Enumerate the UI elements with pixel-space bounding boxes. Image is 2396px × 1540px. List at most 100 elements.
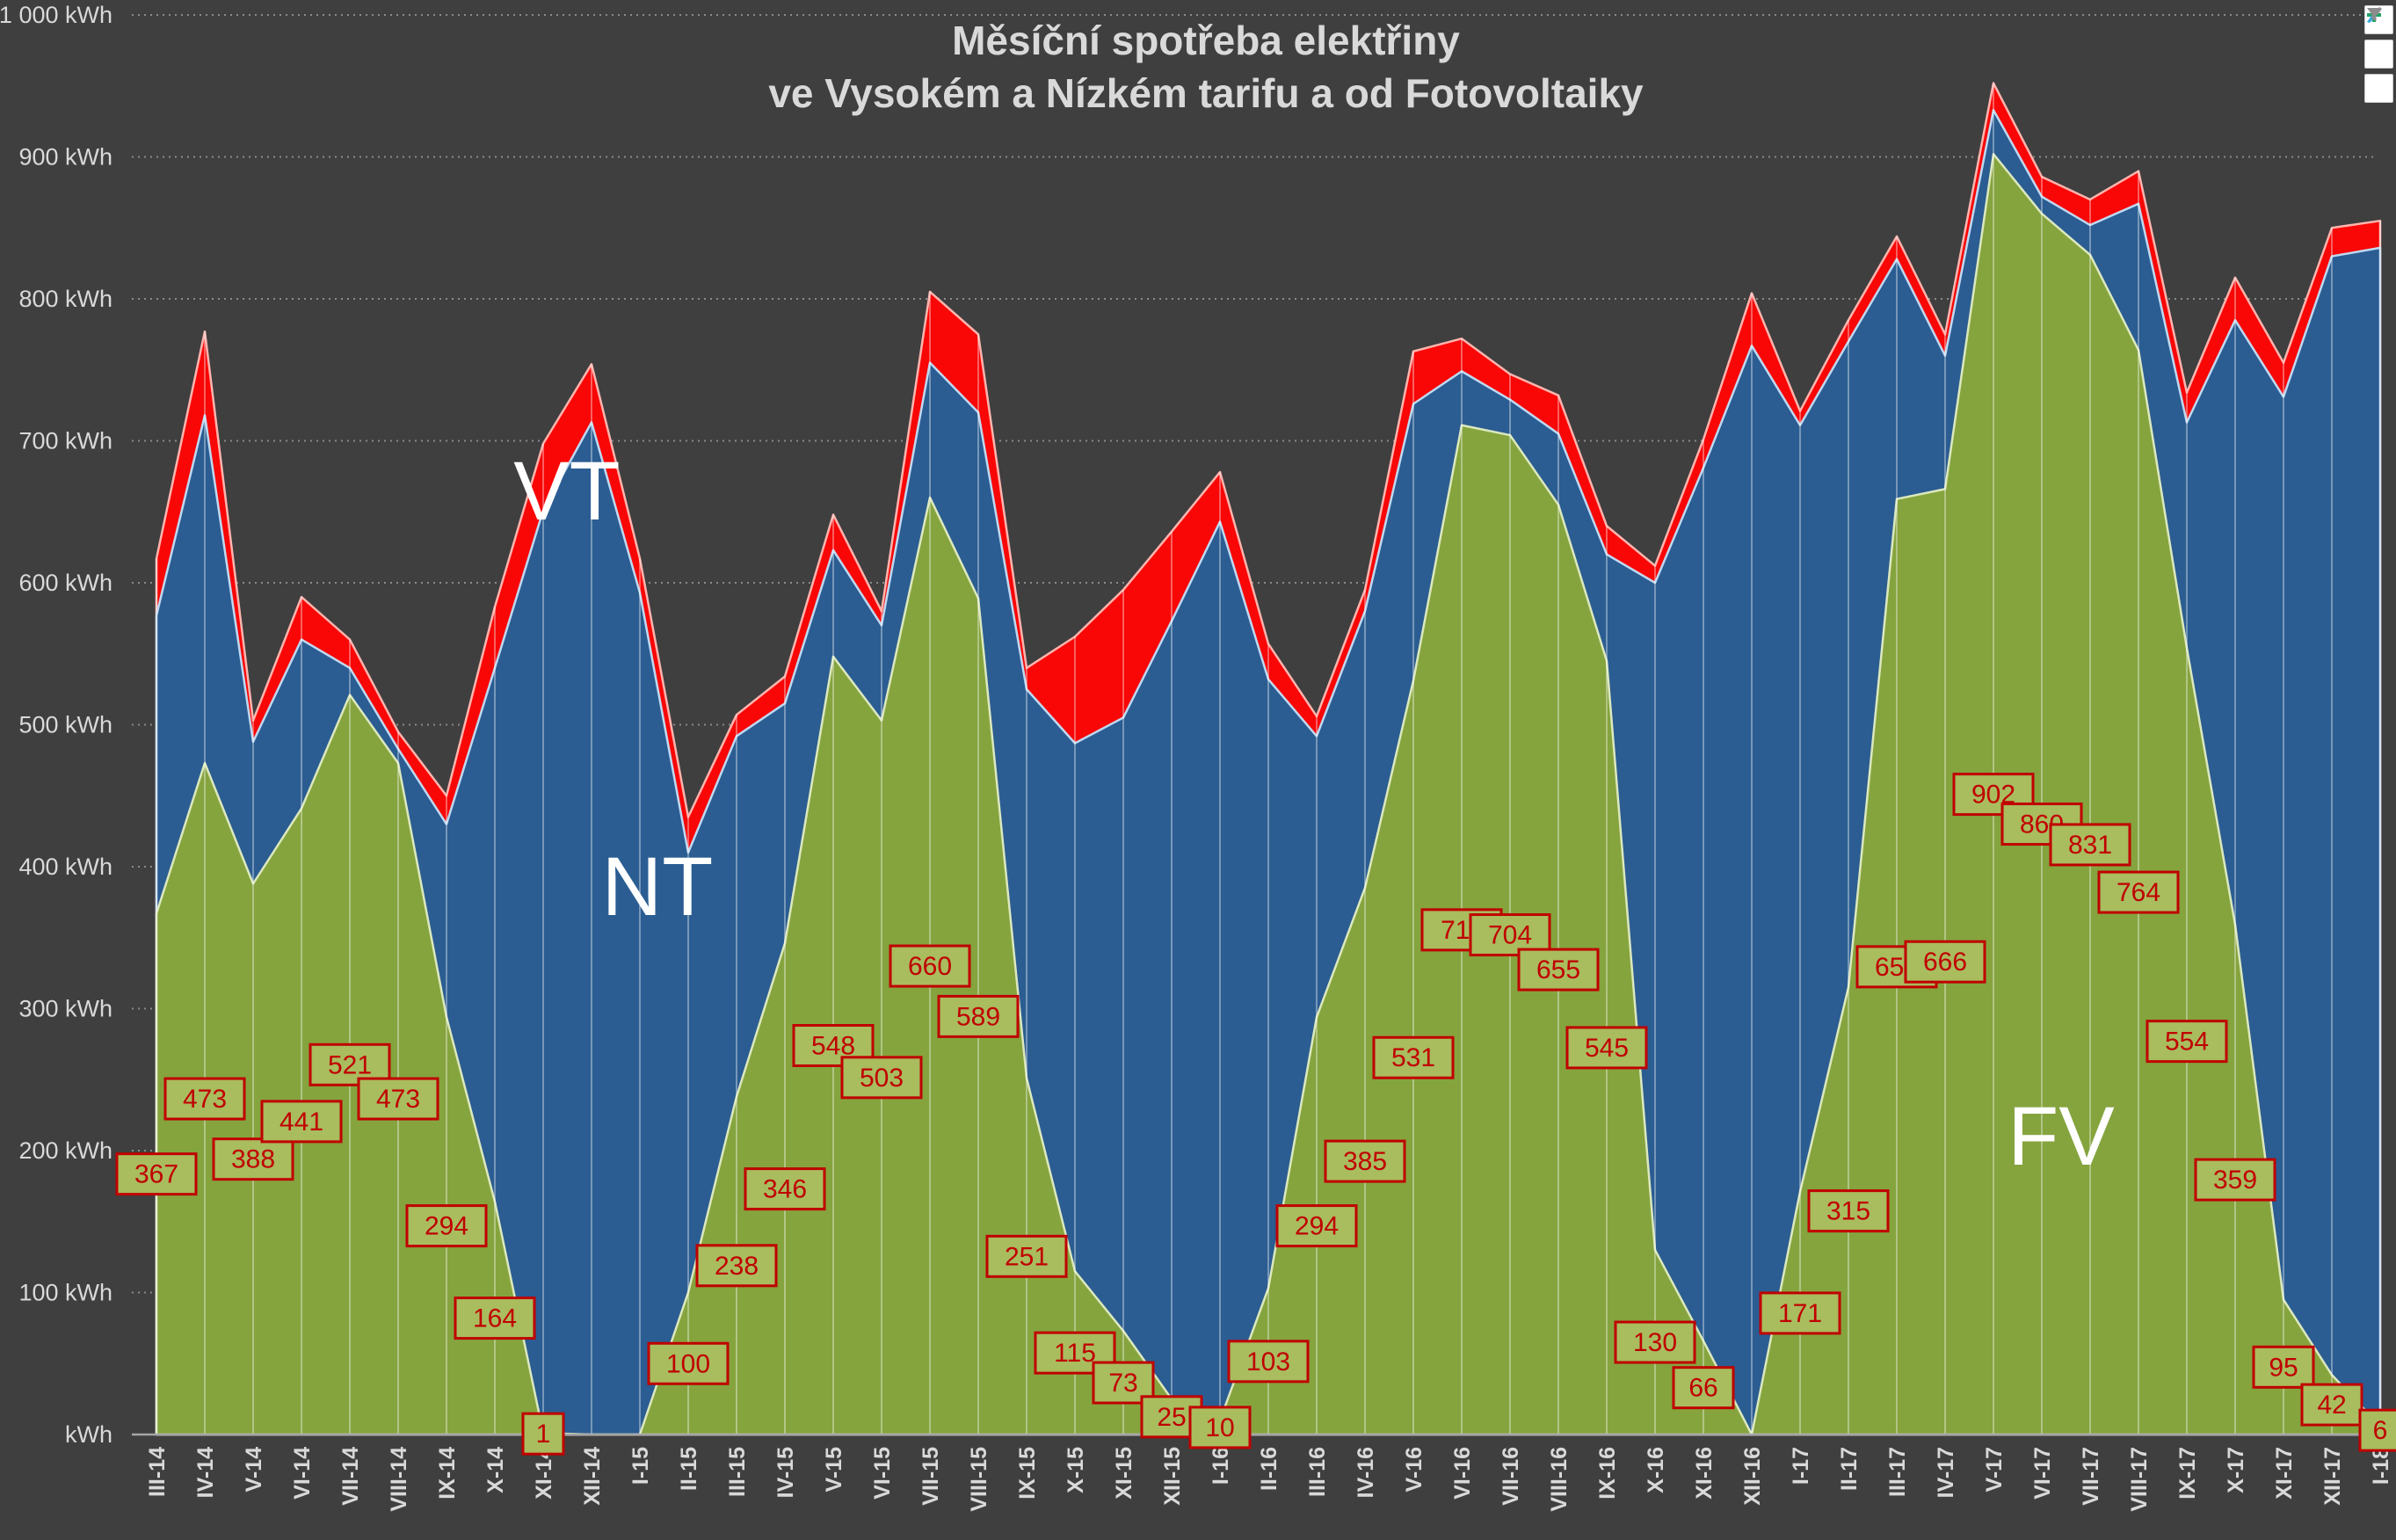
data-label-box — [357, 1077, 439, 1121]
data-label-box — [1324, 1139, 1406, 1183]
x-axis-label: IV-15 — [773, 1447, 798, 1498]
data-label-value: 548 — [811, 1031, 855, 1060]
x-axis-label: VII-16 — [1499, 1447, 1523, 1506]
chart-title: Měsíční spotřeba elektřiny ve Vysokém a … — [527, 14, 1884, 120]
data-label-value: 95 — [2269, 1353, 2298, 1382]
x-axis-label: VIII-15 — [967, 1447, 991, 1512]
chart-filters-button[interactable] — [2364, 8, 2393, 103]
data-label-box — [1672, 1366, 1735, 1410]
series-label-fv: FV — [2008, 1090, 2114, 1183]
data-label-box — [212, 1137, 294, 1181]
data-label-box — [2049, 823, 2131, 867]
data-label-box — [889, 944, 971, 988]
data-label-box — [1517, 948, 1600, 992]
x-axis-label: XI-15 — [1112, 1447, 1136, 1500]
fv-area — [155, 153, 2382, 1436]
data-label-box — [1227, 1340, 1310, 1384]
y-axis-label: 100 kWh — [18, 1280, 113, 1306]
y-axis-label: 400 kWh — [18, 854, 113, 880]
x-axis-label: VI-14 — [290, 1447, 315, 1500]
data-label-value: 764 — [2116, 878, 2160, 907]
data-label-value: 66 — [1688, 1374, 1717, 1403]
series-label-nt: NT — [602, 840, 714, 933]
x-axis-label: VI-16 — [1450, 1447, 1475, 1500]
data-label-box — [521, 1412, 565, 1456]
x-axis-label: V-15 — [822, 1447, 846, 1493]
data-label-box — [2300, 1383, 2363, 1427]
x-axis-label: VIII-14 — [387, 1447, 411, 1512]
data-label-box — [840, 1056, 923, 1100]
x-axis-label: VIII-16 — [1547, 1447, 1572, 1512]
data-label-value: 1 — [536, 1420, 551, 1449]
y-axis-label: 900 kWh — [18, 144, 113, 171]
data-label-value: 294 — [1295, 1212, 1339, 1241]
x-axis-label: XII-14 — [580, 1447, 605, 1506]
x-axis-label: VI-17 — [2030, 1447, 2055, 1500]
data-label-box — [115, 1152, 198, 1196]
data-label-value: 171 — [1778, 1299, 1822, 1328]
data-label-value: 545 — [1585, 1034, 1629, 1063]
x-axis-label: VII-15 — [918, 1447, 943, 1506]
x-axis-label: X-17 — [2224, 1447, 2248, 1493]
chart-styles-button[interactable] — [2364, 7, 2393, 69]
data-label-value: 164 — [473, 1304, 517, 1333]
funnel-icon — [2367, 8, 2381, 21]
x-axis-label: II-15 — [677, 1447, 701, 1491]
data-label-box — [454, 1297, 536, 1340]
y-axis-label: kWh — [65, 1421, 113, 1448]
x-axis-label: IV-16 — [1354, 1447, 1378, 1498]
data-label-value: 42 — [2317, 1391, 2346, 1420]
x-axis-label: IX-15 — [1015, 1447, 1040, 1500]
y-axis-label: 300 kWh — [18, 996, 113, 1022]
data-label-value: 10 — [1205, 1413, 1234, 1442]
x-axis-label: I-17 — [1789, 1447, 1813, 1485]
data-label-value: 359 — [2213, 1166, 2257, 1195]
data-label-box — [985, 1234, 1068, 1278]
data-label-box — [937, 994, 1020, 1038]
x-axis-label: I-15 — [628, 1447, 653, 1485]
x-axis-label: II-17 — [1837, 1447, 1862, 1491]
x-axis-label: VIII-17 — [2127, 1447, 2152, 1512]
x-axis-label: III-14 — [145, 1447, 170, 1497]
data-label-box — [2358, 1408, 2396, 1452]
chart-title-line2: ve Vysokém a Nízkém tarifu a od Fotovolt… — [768, 70, 1644, 116]
data-label-box — [1372, 1035, 1455, 1079]
data-label-box — [1614, 1320, 1696, 1364]
data-label-value: 385 — [1343, 1147, 1387, 1176]
data-label-value: 115 — [1054, 1339, 1096, 1368]
x-axis-label: XI-14 — [532, 1447, 556, 1500]
series-label-vt: VT — [513, 445, 620, 538]
x-axis-label: V-14 — [242, 1447, 266, 1493]
chart-tool-buttons — [2364, 5, 2394, 108]
x-axis-label: XII-15 — [1160, 1447, 1185, 1506]
data-label-value: 704 — [1488, 921, 1532, 950]
x-axis-label: VI-15 — [870, 1447, 895, 1500]
y-axis-label: 800 kWh — [18, 286, 113, 312]
data-label-box — [2097, 870, 2180, 914]
x-axis-label: X-14 — [483, 1447, 508, 1493]
data-label-box — [695, 1244, 778, 1288]
x-axis-label: III-15 — [725, 1447, 750, 1497]
y-axis-label: 500 kWh — [18, 712, 113, 738]
x-axis-label: X-15 — [1064, 1447, 1088, 1493]
data-label-value: 103 — [1246, 1348, 1290, 1377]
x-axis-label: IV-14 — [193, 1447, 218, 1498]
x-axis-label: IX-17 — [2175, 1447, 2200, 1500]
x-axis-label: V-17 — [1982, 1447, 2007, 1492]
data-label-value: 531 — [1391, 1043, 1435, 1072]
x-axis-label: IX-16 — [1595, 1447, 1620, 1500]
data-label-value: 315 — [1826, 1197, 1870, 1226]
x-axis-label: XII-17 — [2320, 1447, 2345, 1506]
x-axis-label: VII-14 — [338, 1447, 363, 1506]
y-axis-label: 700 kWh — [18, 428, 113, 454]
data-label-value: 25 — [1157, 1403, 1186, 1432]
x-axis-label: III-16 — [1305, 1447, 1330, 1497]
data-label-value: 473 — [376, 1085, 420, 1114]
data-label-box — [260, 1100, 343, 1144]
data-label-box — [2252, 1345, 2315, 1389]
x-axis-label: IV-17 — [1934, 1447, 1958, 1498]
x-axis-label: X-16 — [1644, 1447, 1668, 1493]
data-label-box — [1904, 940, 1986, 984]
